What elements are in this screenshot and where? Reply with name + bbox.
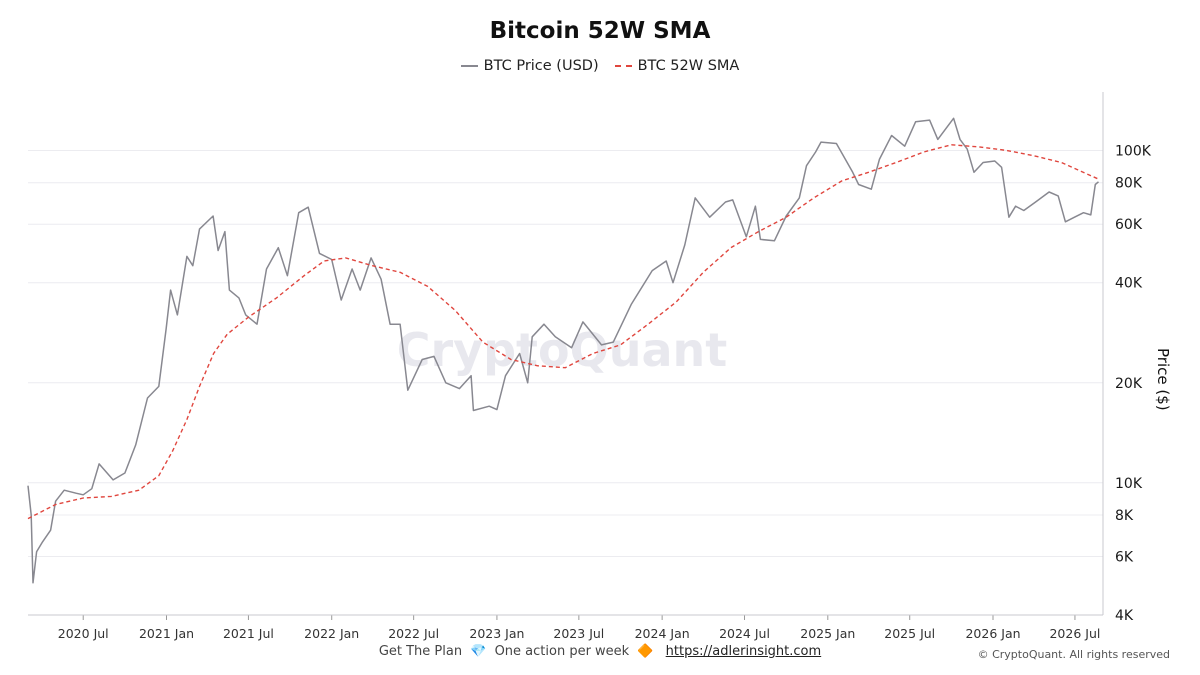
footer-link[interactable]: https://adlerinsight.com bbox=[665, 644, 822, 659]
x-tick-label: 2020 Jul bbox=[58, 626, 109, 641]
legend-label-sma: BTC 52W SMA bbox=[637, 58, 740, 74]
btc-price-line bbox=[27, 117, 1099, 584]
footer-text-plan: Get The Plan bbox=[378, 644, 463, 659]
legend-swatch-dashed bbox=[614, 65, 632, 67]
x-tick-label: 2023 Jan bbox=[469, 626, 524, 641]
x-tick-label: 2026 Jul bbox=[1049, 626, 1100, 641]
x-tick-label: 2021 Jul bbox=[223, 626, 274, 641]
legend-label-btc-price: BTC Price (USD) bbox=[483, 58, 599, 74]
axis-layer: 4K 6K 8K 10K 20K 40K 60K 80K 100K 2020 Jul 2021 Ja… bbox=[28, 92, 1152, 641]
x-tick-label: 2024 Jan bbox=[635, 626, 690, 641]
chart-legend: BTC Price (USD) BTC 52W SMA bbox=[0, 58, 1200, 74]
grid-layer bbox=[28, 150, 1103, 616]
x-tick-label: 2025 Jan bbox=[800, 626, 855, 641]
diamond-icon: 🔶 bbox=[637, 644, 654, 659]
chart-title: Bitcoin 52W SMA bbox=[489, 18, 711, 44]
legend-item-sma[interactable]: BTC 52W SMA bbox=[614, 58, 740, 74]
y-tick-label: 100K bbox=[1115, 144, 1152, 160]
x-tick-label: 2026 Jan bbox=[965, 626, 1020, 641]
y-tick-label: 60K bbox=[1115, 217, 1143, 233]
footer-promo: Get The Plan 💎 One action per week 🔶 htt… bbox=[0, 644, 1200, 659]
series-layer bbox=[27, 117, 1099, 584]
x-tick-label: 2021 Jan bbox=[139, 626, 194, 641]
legend-swatch-solid bbox=[460, 65, 478, 67]
x-tick-label: 2025 Jul bbox=[884, 626, 935, 641]
y-tick-label: 10K bbox=[1115, 476, 1143, 492]
watermark: CryptoQuant bbox=[397, 323, 728, 377]
x-tick-label: 2024 Jul bbox=[719, 626, 770, 641]
y-tick-label: 20K bbox=[1115, 376, 1143, 392]
y-tick-label: 4K bbox=[1115, 608, 1134, 624]
x-tick-label: 2023 Jul bbox=[553, 626, 604, 641]
y-axis-title: Price ($) bbox=[1154, 348, 1172, 411]
x-tick-label: 2022 Jan bbox=[304, 626, 359, 641]
y-tick-label: 8K bbox=[1115, 508, 1134, 524]
copyright-notice: © CryptoQuant. All rights reserved bbox=[977, 648, 1170, 661]
legend-item-btc-price[interactable]: BTC Price (USD) bbox=[460, 58, 599, 74]
y-tick-label: 6K bbox=[1115, 549, 1134, 565]
sma-52w-line bbox=[27, 144, 1099, 520]
gem-icon: 💎 bbox=[470, 644, 487, 659]
y-tick-label: 40K bbox=[1115, 276, 1143, 292]
footer-text-action: One action per week bbox=[494, 644, 630, 659]
y-tick-label: 80K bbox=[1115, 176, 1143, 192]
x-tick-label: 2022 Jul bbox=[388, 626, 439, 641]
